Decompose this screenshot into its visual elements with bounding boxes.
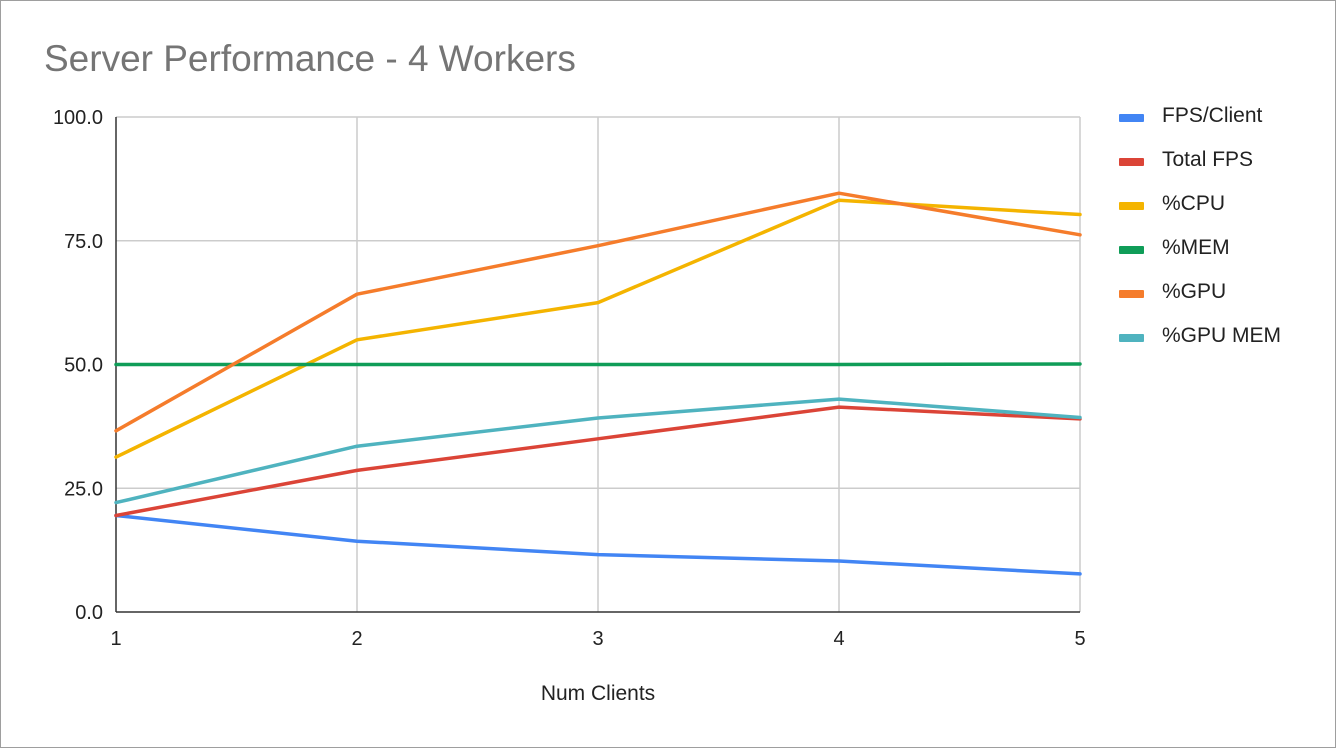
legend-swatch <box>1119 246 1144 254</box>
y-tick-label: 100.0 <box>53 107 103 129</box>
legend-swatch <box>1119 114 1144 122</box>
legend-swatch <box>1119 290 1144 298</box>
y-tick-label: 25.0 <box>64 478 103 500</box>
x-tick-label: 4 <box>833 628 844 650</box>
legend-label: %GPU <box>1162 280 1227 303</box>
series-line-gpu <box>114 191 1082 433</box>
legend-label: %CPU <box>1162 192 1226 215</box>
x-tick-label: 5 <box>1074 628 1085 650</box>
series-line-mem <box>114 362 1082 367</box>
legend-swatch <box>1119 202 1144 210</box>
legend-swatch <box>1119 334 1144 342</box>
series-lines <box>114 191 1082 576</box>
series-line-gpu-mem <box>114 397 1082 505</box>
x-axis-label: Num Clients <box>540 682 656 705</box>
x-tick-label: 3 <box>592 628 603 650</box>
y-tick-label: 0.0 <box>75 602 103 624</box>
series-line-fps-client <box>114 513 1082 576</box>
tick-labels: 0.0 25.0 50.0 75.0 100.0 1 2 3 4 5 <box>53 107 1086 650</box>
series-line-total-fps <box>114 405 1082 518</box>
y-tick-label: 50.0 <box>64 355 103 377</box>
series-line-cpu <box>114 198 1082 459</box>
legend-label: Total FPS <box>1162 148 1254 171</box>
legend-label: %MEM <box>1162 236 1230 259</box>
legend-label: FPS/Client <box>1162 104 1263 127</box>
x-tick-label: 2 <box>351 628 362 650</box>
y-tick-label: 75.0 <box>64 231 103 253</box>
legend-label: %GPU MEM <box>1162 324 1282 347</box>
chart-title: Server Performance - 4 Workers <box>44 38 576 79</box>
x-tick-label: 1 <box>110 628 121 650</box>
legend-swatch <box>1119 158 1144 166</box>
